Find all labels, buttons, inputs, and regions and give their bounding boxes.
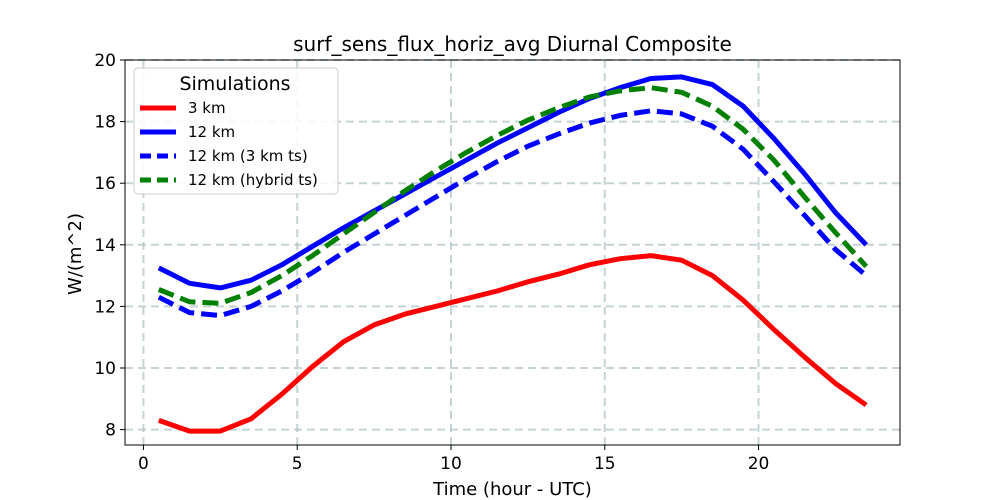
series-lines: [157, 74, 869, 434]
y-tick-label: 18: [94, 113, 116, 133]
x-axis-label: Time (hour - UTC): [432, 479, 592, 500]
y-axis-label: W/(m^2): [65, 213, 86, 295]
y-tick-label: 8: [105, 421, 116, 441]
y-tick-label: 16: [94, 174, 116, 194]
series-line: [157, 253, 868, 434]
plot-frame: [124, 59, 901, 446]
x-axis-ticks: 0 5 10 15 20: [138, 445, 769, 474]
legend-label: 3 km: [188, 99, 226, 117]
x-tick-label: 0: [138, 454, 149, 474]
x-tick-label: 5: [292, 454, 303, 474]
y-tick-label: 20: [94, 51, 116, 71]
legend: Simulations 3 km 12 km 12 km (3 km ts) 12 k…: [133, 67, 339, 195]
legend-label: 12 km (3 km ts): [188, 147, 308, 165]
legend-items: 3 km 12 km 12 km (3 km ts) 12 km (hybrid ts…: [140, 99, 318, 189]
y-axis-ticks: 8 10 12 14 16 18 20: [94, 51, 125, 441]
x-tick-label: 20: [748, 454, 770, 474]
legend-label: 12 km (hybrid ts): [188, 171, 318, 189]
y-tick-label: 14: [94, 236, 116, 256]
x-tick-label: 10: [440, 454, 462, 474]
x-tick-label: 15: [594, 454, 616, 474]
series-line: [157, 85, 869, 306]
series-line: [157, 108, 868, 319]
chart-title: surf_sens_flux_horiz_avg Diurnal Composi…: [293, 32, 732, 56]
y-tick-label: 10: [94, 359, 116, 379]
legend-label: 12 km: [188, 123, 235, 141]
y-tick-label: 12: [94, 297, 116, 317]
legend-box: [133, 67, 339, 195]
series-line: [157, 74, 869, 291]
legend-title: Simulations: [179, 73, 290, 95]
